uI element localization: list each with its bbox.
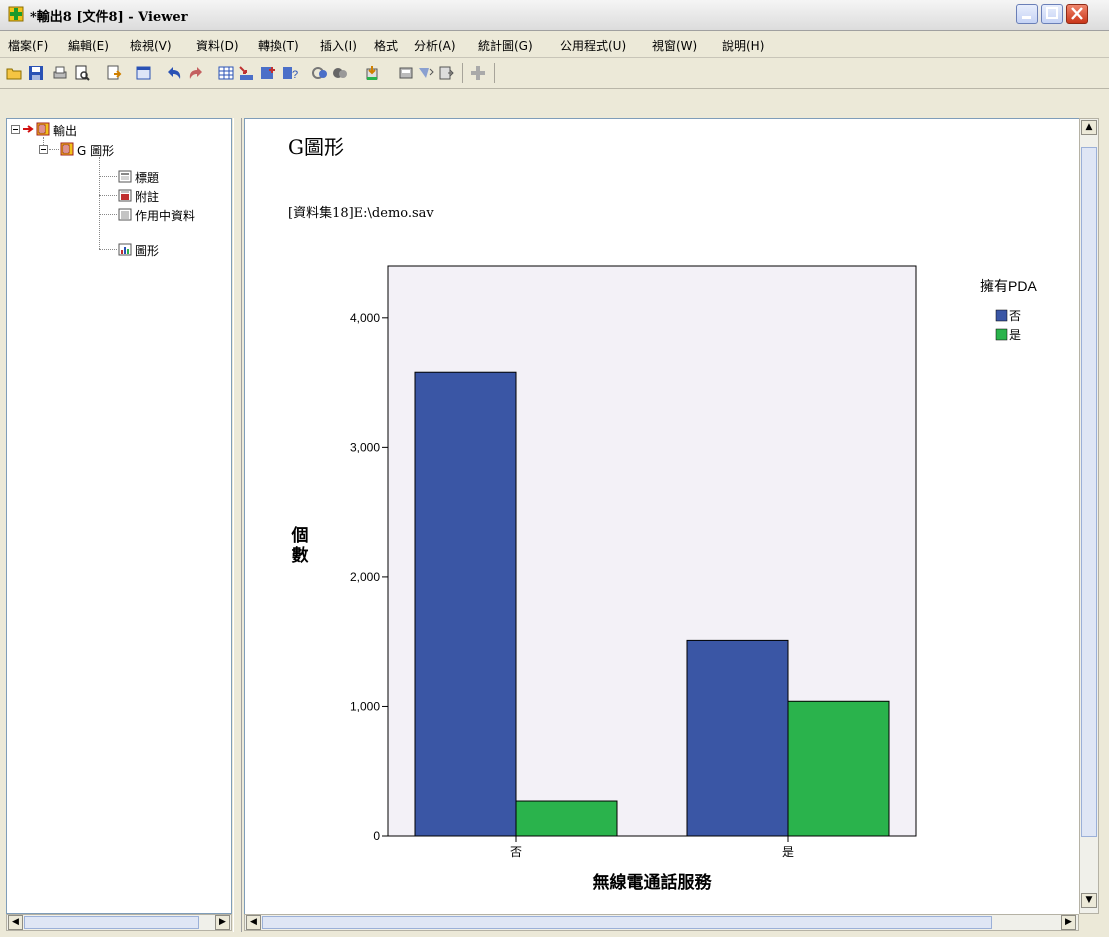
insert-title-icon[interactable] [438,65,454,81]
print-preview-icon[interactable] [74,65,90,81]
menu-window[interactable]: 視窗(W) [652,39,698,53]
value-labels-icon[interactable] [398,65,414,81]
redo-icon[interactable] [188,65,204,81]
window-title: *輸出8 [文件8] - Viewer [30,10,188,25]
scroll-thumb[interactable] [262,916,992,929]
menu-insert[interactable]: 插入(I) [320,39,357,53]
toolbar-separator [462,63,463,83]
scroll-right-icon[interactable]: ▶ [1061,915,1076,930]
scroll-left-icon[interactable]: ◀ [246,915,261,930]
outline-pane[interactable]: 輸出 G 圖形 標題 附註 作用中資料 圖形 [6,118,232,914]
open-icon[interactable] [6,65,22,81]
y-tick-label: 0 [373,829,380,843]
minimize-icon [1022,16,1031,19]
maximize-icon [1046,7,1058,19]
y-axis-label: 個 [291,525,309,545]
notes-icon [118,189,132,202]
content-vertical-scrollbar[interactable]: ▲ ▼ [1079,118,1099,914]
toolbar: ? [0,58,1109,89]
menu-analyze[interactable]: 分析(A) [414,39,456,53]
scroll-left-icon[interactable]: ◀ [8,915,23,930]
y-axis-label: 數 [292,545,309,565]
x-axis-label: 無線電通話服務 [593,872,713,892]
bar-是-是 [787,700,890,837]
graph-book-icon [60,142,74,156]
undo-icon[interactable] [166,65,182,81]
use-sets-icon[interactable]: ? [282,65,298,81]
y-tick-label: 4,000 [350,311,380,325]
x-tick-label: 否 [510,845,522,859]
legend-swatch-是 [995,328,1008,341]
dataset-label: [資料集18]E:\demo.sav [288,206,434,221]
menu-utilities[interactable]: 公用程式(U) [560,39,627,53]
close-button[interactable] [1066,4,1088,24]
svg-text:?: ? [292,69,298,81]
output-heading: G圖形 [288,135,344,159]
menu-edit[interactable]: 編輯(E) [68,39,109,53]
pane-splitter[interactable] [233,118,242,932]
goto-case-icon[interactable] [238,65,254,81]
export-icon[interactable] [106,65,122,81]
y-tick-label: 3,000 [350,440,380,454]
outline-horizontal-scrollbar[interactable]: ◀ ▶ [6,914,232,931]
close-icon [1071,7,1083,20]
legend-label: 是 [1009,328,1021,342]
title-icon [118,170,132,183]
split-file-icon[interactable] [364,65,380,81]
outline-item-chart[interactable]: 圖形 [135,244,160,258]
dialog-recall-icon[interactable] [136,65,152,81]
y-tick-label: 2,000 [350,570,380,584]
x-tick-label: 是 [782,845,794,859]
bar-是-否 [686,639,789,837]
menu-bar: 檔案(F) 編輯(E) 檢視(V) 資料(D) 轉換(T) 插入(I) 格式 分… [0,31,1109,58]
insert-heading-icon[interactable] [418,65,434,81]
y-tick-label: 1,000 [350,699,380,713]
minimize-button[interactable] [1016,4,1038,24]
save-icon[interactable] [28,65,44,81]
legend-title: 擁有PDA [980,278,1037,294]
arrow-marker-icon [23,125,34,133]
outline-item-active-dataset[interactable]: 作用中資料 [135,209,196,223]
outline-item-notes[interactable]: 附註 [135,190,160,204]
content-pane[interactable]: G圖形 [資料集18]E:\demo.sav 0 1,000 2,000 3,000 4… [244,118,1079,914]
outline-graph-node[interactable]: G 圖形 [77,144,115,158]
title-bar[interactable]: *輸出8 [文件8] - Viewer [0,0,1109,31]
scroll-down-icon[interactable]: ▼ [1081,893,1097,908]
app-icon [8,6,24,22]
legend-label: 否 [1009,309,1021,323]
menu-transform[interactable]: 轉換(T) [258,39,299,53]
variables-icon[interactable] [260,65,276,81]
scroll-thumb[interactable] [24,916,199,929]
insert-text-icon[interactable] [470,65,486,81]
bar-否-是 [515,800,618,837]
maximize-button[interactable] [1041,4,1063,24]
output-book-icon [36,122,50,136]
collapse-toggle-icon[interactable] [39,145,48,154]
outline-item-title[interactable]: 標題 [135,171,160,185]
menu-file[interactable]: 檔案(F) [8,39,49,53]
active-dataset-icon [118,208,132,221]
legend-swatch-否 [995,309,1008,322]
menu-help[interactable]: 說明(H) [722,39,765,53]
bar-否-否 [414,371,517,837]
menu-data[interactable]: 資料(D) [196,39,239,53]
collapse-toggle-icon[interactable] [11,125,20,134]
chart-icon [118,243,132,256]
scroll-right-icon[interactable]: ▶ [215,915,230,930]
menu-format[interactable]: 格式 [374,39,399,53]
scroll-up-icon[interactable]: ▲ [1081,120,1097,135]
scroll-thumb[interactable] [1081,147,1097,837]
toolbar-separator [494,63,495,83]
weight-cases-icon[interactable] [332,65,348,81]
print-icon[interactable] [52,65,68,81]
outline-root-label[interactable]: 輸出 [53,124,78,138]
content-horizontal-scrollbar[interactable]: ◀ ▶ [244,914,1079,931]
menu-view[interactable]: 檢視(V) [130,39,172,53]
menu-graphs[interactable]: 統計圖(G) [478,39,533,53]
select-cases-icon[interactable] [312,65,328,81]
goto-data-icon[interactable] [218,65,234,81]
